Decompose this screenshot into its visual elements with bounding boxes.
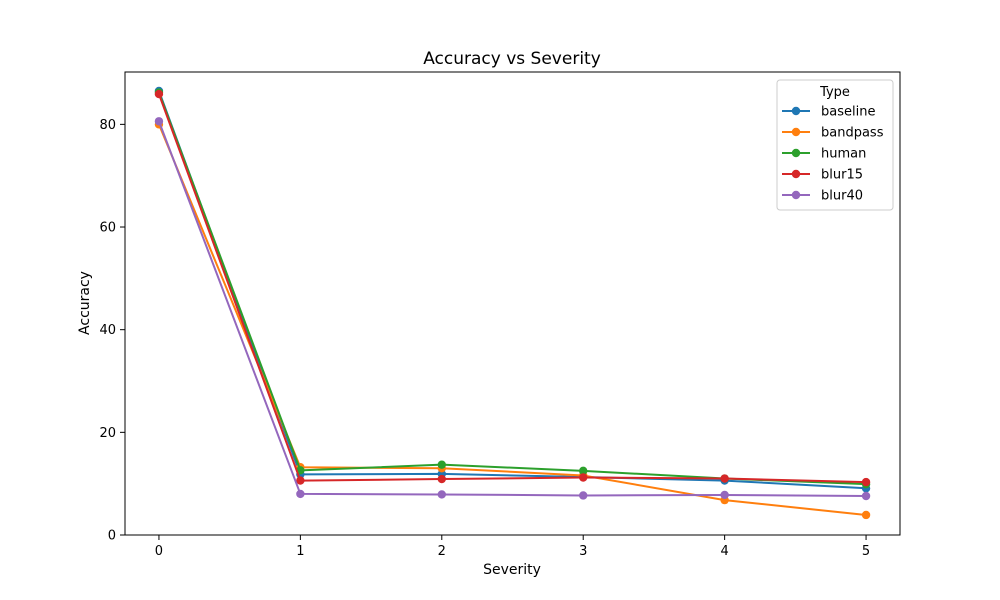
data-point-blur40 xyxy=(861,491,871,501)
data-point-blur15 xyxy=(296,476,305,485)
legend-item-blur40: blur40 xyxy=(782,189,863,204)
legend-label: blur40 xyxy=(821,189,863,204)
chart-title: Accuracy vs Severity xyxy=(423,49,601,69)
legend-title: Type xyxy=(819,85,850,100)
data-point-blur40 xyxy=(579,491,588,500)
legend-item-bandpass: bandpass xyxy=(782,126,884,141)
legend-swatch-marker xyxy=(791,190,801,200)
legend-label: baseline xyxy=(821,105,875,120)
x-axis: 0 1 2 3 4 5 xyxy=(155,535,870,559)
x-tick-label: 2 xyxy=(438,544,446,559)
plot-marks xyxy=(154,86,871,520)
data-point-blur40 xyxy=(720,490,729,500)
data-point-bandpass xyxy=(861,510,871,520)
series-blur15 xyxy=(154,89,871,487)
legend-box xyxy=(776,79,894,211)
legend-label: blur15 xyxy=(821,168,863,183)
legend-swatch-marker xyxy=(791,169,801,179)
x-axis-label: Severity xyxy=(483,562,541,578)
y-tick-label: 40 xyxy=(99,323,116,338)
x-tick-label: 0 xyxy=(155,544,163,559)
data-point-blur40 xyxy=(154,117,164,126)
legend-item-blur15: blur15 xyxy=(782,168,863,183)
plot-frame xyxy=(124,71,901,536)
legend-items: baseline bandpass human blur15 blur40 xyxy=(782,105,884,204)
y-axis: 0 20 40 60 80 xyxy=(99,118,125,544)
data-point-human xyxy=(437,460,446,469)
x-tick-label: 5 xyxy=(862,544,870,559)
legend-swatch-marker xyxy=(791,106,801,116)
legend-swatch-marker xyxy=(791,127,801,137)
data-point-blur15 xyxy=(437,474,446,484)
legend-item-baseline: baseline xyxy=(782,105,875,120)
legend-item-human: human xyxy=(782,147,866,162)
y-tick-label: 80 xyxy=(99,118,116,133)
series-line-blur40 xyxy=(158,120,867,497)
legend: Type baseline bandpass human blur15 blur40 xyxy=(776,79,894,211)
x-tick-label: 3 xyxy=(579,544,587,559)
data-point-blur40 xyxy=(437,490,446,499)
series-line-blur15 xyxy=(158,93,867,484)
data-point-blur40 xyxy=(296,489,305,499)
legend-swatch-marker xyxy=(791,148,801,158)
data-point-blur15 xyxy=(861,477,871,487)
y-tick-label: 20 xyxy=(99,426,116,441)
data-point-human xyxy=(579,466,588,476)
y-tick-label: 60 xyxy=(99,221,116,236)
data-point-blur15 xyxy=(154,89,164,99)
y-axis-label: Accuracy xyxy=(77,271,93,335)
legend-label: human xyxy=(821,147,866,162)
y-tick-label: 0 xyxy=(108,529,116,544)
series-blur40 xyxy=(154,117,871,501)
x-tick-label: 1 xyxy=(296,544,304,559)
data-point-blur15 xyxy=(579,473,588,482)
x-tick-label: 4 xyxy=(720,544,728,559)
legend-label: bandpass xyxy=(821,126,884,141)
data-point-blur15 xyxy=(720,474,729,483)
